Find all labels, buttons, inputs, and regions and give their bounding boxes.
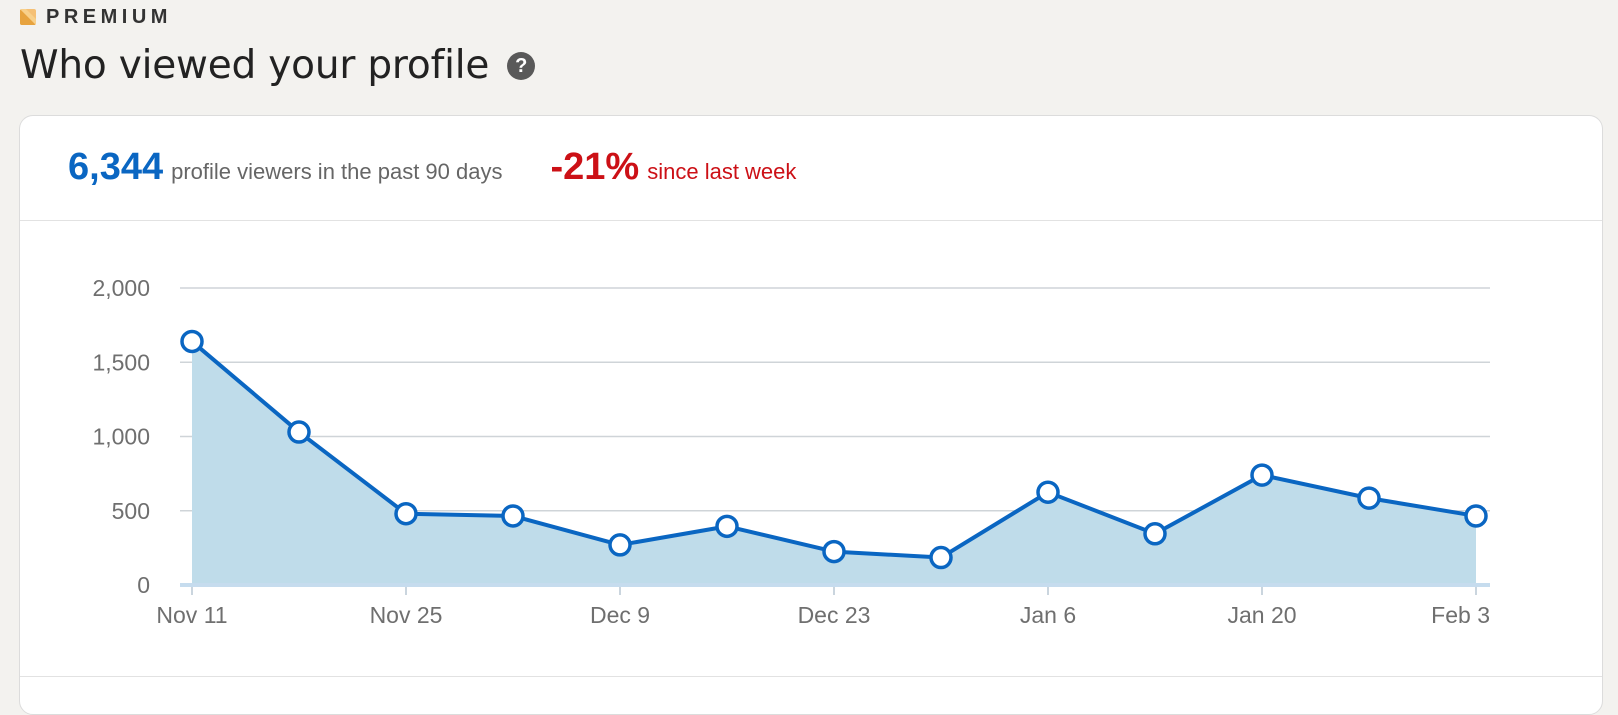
stats-row: 6,344 profile viewers in the past 90 day…	[68, 146, 796, 189]
data-point[interactable]	[1357, 486, 1381, 510]
change-value: -21%	[550, 146, 640, 188]
x-tick-label: Feb 3	[1431, 602, 1490, 628]
chart-points	[180, 329, 1488, 570]
x-tick-label: Nov 25	[370, 602, 443, 628]
data-point[interactable]	[929, 545, 953, 570]
data-point[interactable]	[394, 501, 418, 526]
data-point[interactable]	[608, 533, 632, 557]
x-tick-label: Jan 20	[1227, 602, 1296, 628]
y-tick-label: 2,000	[92, 275, 150, 301]
premium-header: PREMIUM	[20, 4, 172, 30]
x-tick-label: Dec 9	[590, 602, 650, 628]
chart-axes: 0 500 1,000 1,500 2,000 Nov 11 Nov 25 Dec 9 Dec …	[92, 275, 1490, 628]
card-divider	[20, 220, 1602, 221]
question-mark-icon[interactable]: ?	[507, 52, 536, 80]
page-title: Who viewed your profile	[20, 42, 490, 88]
x-tick-label: Jan 6	[1020, 602, 1076, 628]
premium-label: PREMIUM	[46, 5, 172, 28]
card-divider-bottom	[20, 676, 1602, 677]
data-point[interactable]	[287, 420, 311, 444]
data-point[interactable]	[1143, 522, 1167, 546]
y-tick-label: 1,000	[92, 424, 150, 450]
page-header: Who viewed your profile ?	[20, 40, 536, 90]
chart-gridlines	[180, 287, 1490, 512]
profile-views-card: 6,344 profile viewers in the past 90 day…	[19, 115, 1603, 715]
data-point[interactable]	[501, 504, 525, 528]
y-tick-label: 0	[137, 572, 150, 598]
change-label: since last week	[647, 159, 797, 184]
y-tick-label: 500	[112, 498, 150, 524]
data-point[interactable]	[1464, 504, 1488, 528]
profile-views-chart: 0 500 1,000 1,500 2,000 Nov 11 Nov 25 Dec 9 Dec …	[92, 275, 1490, 628]
x-tick-label: Nov 11	[156, 602, 227, 628]
data-point[interactable]	[1036, 480, 1060, 504]
y-tick-label: 1,500	[92, 349, 150, 375]
x-tick-label: Dec 23	[798, 602, 871, 628]
data-point[interactable]	[715, 514, 739, 539]
viewers-label: profile viewers in the past 90 days	[171, 159, 503, 184]
data-point[interactable]	[1250, 463, 1274, 487]
viewers-count[interactable]: 6,344	[68, 146, 164, 188]
data-point[interactable]	[822, 539, 846, 564]
premium-badge-icon	[20, 9, 36, 25]
data-point[interactable]	[180, 329, 204, 354]
